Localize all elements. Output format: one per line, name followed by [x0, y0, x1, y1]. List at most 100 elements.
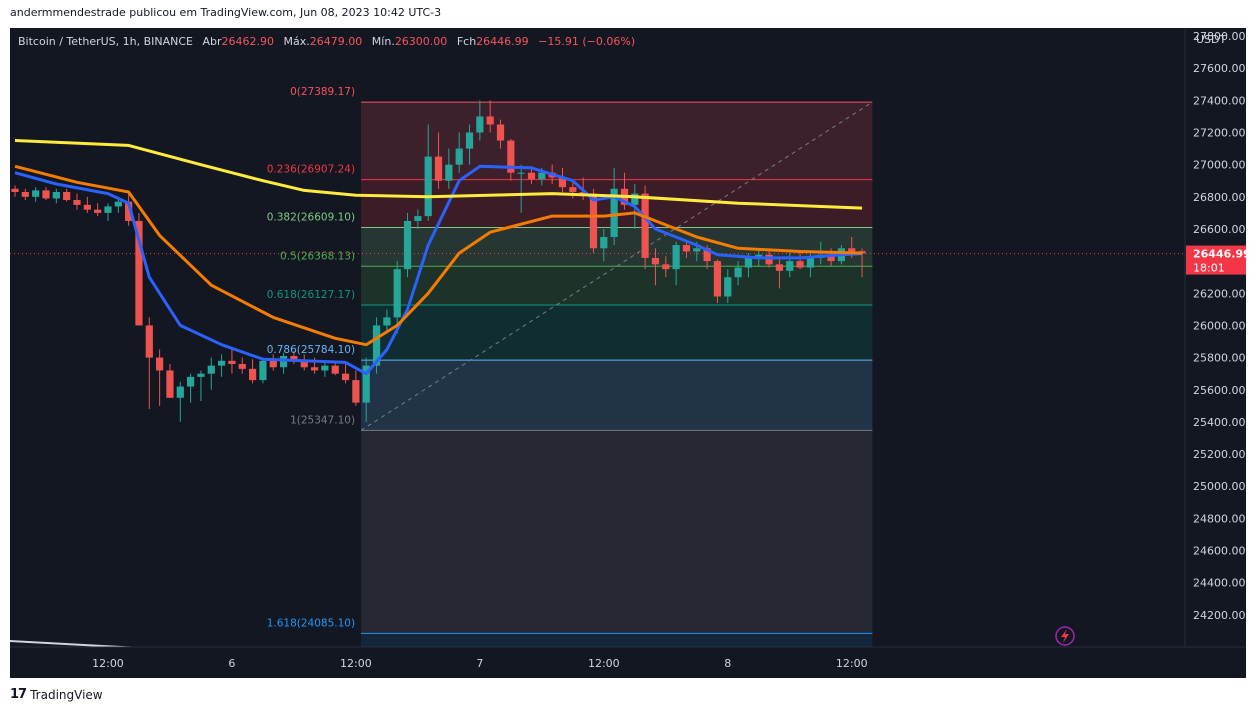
y-tick-label: 26200.00 [1193, 287, 1246, 300]
currency-label: USDT [1196, 33, 1227, 46]
fib-level-label: 1.618(24085.10) [267, 617, 355, 629]
fib-level-label: 0.236(26907.24) [267, 164, 355, 176]
publication-attribution: andermmendestrade publicou em TradingVie… [10, 6, 442, 19]
candle-body [42, 190, 50, 199]
candle-body [21, 191, 29, 197]
candle-body [641, 193, 649, 258]
candle-body [341, 373, 350, 381]
candle-body [434, 156, 443, 181]
low-value: 26300.00 [394, 35, 448, 48]
candle-body [63, 191, 71, 201]
candle-body [631, 193, 639, 205]
tradingview-logo[interactable]: 17 TradingView [10, 687, 103, 702]
candle-body [238, 364, 246, 369]
candle-body [662, 264, 670, 270]
candle-body [693, 248, 701, 252]
fib-level-label: 0.382(26609.10) [267, 212, 355, 224]
candle-body [145, 325, 153, 358]
candle-body [279, 355, 288, 368]
candle-body [445, 164, 453, 181]
price-chart[interactable]: 0(27389.17) 0.236(26907.24) 0.382(26609.10… [10, 28, 1246, 678]
open-label: Abr [202, 35, 222, 48]
fib-zone [361, 304, 873, 361]
candle-body [290, 355, 298, 361]
price-scale [1185, 28, 1246, 678]
candle-body [218, 360, 226, 366]
last-price-label: 26446.99 [1193, 248, 1246, 261]
moving-average-line [14, 164, 863, 376]
candle-body [465, 132, 474, 149]
y-tick-label: 27200.00 [1193, 127, 1246, 140]
high-label: Máx. [283, 35, 310, 48]
candle-body [786, 261, 794, 271]
y-tick-label: 25800.00 [1193, 352, 1246, 365]
y-tick-label: 26600.00 [1193, 223, 1246, 236]
candle-body [558, 177, 567, 188]
candle-body [651, 257, 660, 265]
lightning-bolt-icon [1061, 629, 1069, 643]
candle-body [527, 172, 536, 180]
candle-body [414, 216, 422, 221]
candle-body [569, 187, 577, 192]
candle-body [259, 360, 267, 381]
candle-body [734, 267, 742, 278]
fib-zone [361, 633, 873, 647]
x-tick-label: 12:00 [340, 657, 372, 670]
candle-body [73, 200, 81, 205]
x-tick-label: 6 [228, 657, 235, 670]
candle-body [713, 261, 722, 297]
alert-lightning-icon [1055, 626, 1075, 646]
candle-body [827, 254, 835, 262]
y-tick-label: 27400.00 [1193, 94, 1246, 107]
close-value: 26446.99 [476, 35, 529, 48]
candle-body [579, 191, 587, 194]
fib-zone [361, 266, 873, 305]
candle-body [94, 209, 102, 213]
x-tick-label: 8 [724, 657, 731, 670]
candle-body [11, 188, 19, 192]
y-tick-label: 27800.00 [1193, 30, 1246, 43]
time-scale [10, 647, 1246, 678]
candle-body [703, 248, 711, 262]
y-tick-label: 25400.00 [1193, 416, 1246, 429]
candle-body [538, 172, 546, 180]
fib-level-label: 0.786(25784.10) [267, 344, 355, 356]
y-tick-label: 24800.00 [1193, 512, 1246, 525]
fib-zone [361, 360, 873, 431]
moving-average-line [14, 164, 863, 347]
last-price-tag [1186, 245, 1246, 275]
candle-body [114, 201, 122, 207]
candle-body [32, 190, 40, 197]
candle-body [496, 124, 505, 141]
candle-body [321, 365, 329, 371]
candle-body [744, 257, 753, 268]
symbol-title[interactable]: Bitcoin / TetherUS, 1h, BINANCE [18, 35, 194, 48]
x-tick-label: 7 [476, 657, 483, 670]
candle-body [83, 204, 91, 210]
candle-body [517, 172, 525, 174]
y-tick-label: 24600.00 [1193, 545, 1246, 558]
candle-body [125, 201, 133, 221]
moving-average-line [14, 139, 863, 210]
candle-body [796, 261, 804, 268]
candle-body [476, 116, 484, 133]
low-label: Mín. [371, 35, 395, 48]
candle-body [187, 376, 195, 387]
candle-body [507, 140, 515, 173]
candle-body [600, 237, 608, 249]
candle-body [300, 360, 308, 368]
candle-body [104, 206, 112, 213]
close-label: Fch [456, 35, 477, 48]
candle-body [269, 360, 277, 368]
candle-body [310, 367, 319, 371]
fib-level-label: 0.618(26127.17) [267, 289, 355, 301]
y-tick-label: 27600.00 [1193, 62, 1246, 75]
x-tick-label: 12:00 [588, 657, 620, 670]
x-tick-label: 12:00 [836, 657, 868, 670]
chart-background [10, 28, 1246, 678]
chart-frame[interactable]: 0(27389.17) 0.236(26907.24) 0.382(26609.10… [10, 28, 1246, 678]
symbol-legend: Bitcoin / TetherUS, 1h, BINANCE Abr26462… [18, 35, 635, 48]
candle-body [156, 357, 164, 371]
candle-body [248, 368, 257, 381]
countdown-label: 18:01 [1193, 262, 1225, 275]
